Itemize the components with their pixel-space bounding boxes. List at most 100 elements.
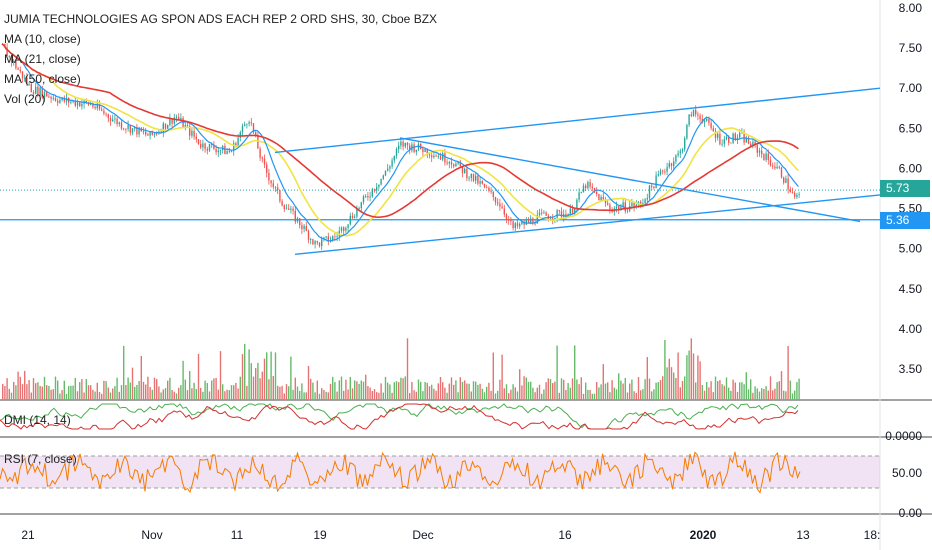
volume-bar — [360, 380, 362, 400]
volume-bar — [765, 386, 767, 400]
candle-body — [461, 166, 464, 174]
volume-bar — [109, 392, 112, 400]
volume-bar — [39, 385, 41, 400]
volume-bar — [378, 392, 380, 400]
volume-bar — [670, 367, 673, 400]
volume-bar — [530, 381, 532, 400]
volume-bar — [769, 376, 772, 400]
candle-body — [94, 106, 96, 109]
candle-body — [543, 212, 545, 214]
candle-body — [37, 86, 39, 96]
volume-bar — [712, 392, 714, 400]
candle-body — [79, 102, 81, 107]
volume-bar — [798, 378, 800, 400]
level-price-tag: 5.36 — [880, 212, 930, 229]
candle-body — [241, 125, 244, 133]
volume-bar — [79, 382, 81, 400]
volume-bar — [497, 390, 499, 400]
volume-bar — [631, 379, 633, 400]
volume-bar — [98, 392, 101, 400]
volume-bar — [470, 391, 472, 400]
volume-bar — [290, 356, 292, 400]
candle-body — [655, 175, 657, 188]
volume-bar — [422, 391, 424, 400]
y-tick-label: 5.00 — [899, 242, 923, 256]
volume-bar — [15, 385, 17, 400]
rsi-line — [0, 451, 801, 494]
candle-body — [57, 100, 59, 103]
volume-bar — [596, 381, 598, 400]
candle-body — [442, 153, 444, 160]
chart-title: JUMIA TECHNOLOGIES AG SPON ADS EACH REP … — [4, 12, 438, 26]
candle-body — [571, 208, 574, 214]
volume-bar — [28, 380, 30, 400]
volume-bar — [789, 380, 791, 400]
candle-body — [303, 225, 305, 230]
volume-bar — [57, 380, 59, 400]
legend-dmi[interactable]: DMI (14, 14) — [4, 413, 71, 427]
legend-ma10[interactable]: MA (10, close) — [4, 32, 81, 46]
volume-bar — [545, 382, 547, 400]
candle-body — [189, 125, 191, 136]
candle-body — [464, 168, 466, 174]
candle-body — [90, 104, 92, 105]
volume-bar — [279, 386, 281, 400]
candle-body — [519, 223, 521, 227]
x-tick-label: Dec — [412, 528, 433, 542]
candle-body — [483, 183, 486, 188]
rsi-band — [0, 456, 880, 488]
volume-bar — [567, 383, 569, 400]
volume-bar — [785, 391, 787, 400]
candle-body — [138, 127, 140, 135]
legend-rsi[interactable]: RSI (7, close) — [4, 452, 77, 466]
volume-bar — [164, 388, 167, 400]
legend-ma21[interactable]: MA (21, close) — [4, 52, 81, 66]
candle-body — [739, 132, 741, 138]
volume-bar — [547, 378, 549, 400]
candle-body — [310, 239, 312, 240]
volume-bar — [142, 381, 145, 400]
volume-bar — [26, 384, 28, 400]
candle-body — [692, 109, 695, 116]
candle-body — [756, 145, 758, 153]
candle-body — [659, 170, 662, 175]
volume-bar — [468, 383, 470, 400]
volume-bar — [296, 386, 299, 400]
volume-bar — [725, 377, 728, 400]
candle-body — [72, 100, 74, 102]
volume-bar — [356, 381, 358, 400]
volume-bar — [263, 358, 266, 400]
legend-vol[interactable]: Vol (20) — [4, 92, 46, 106]
volume-bar — [369, 387, 371, 400]
y-tick-label: 6.50 — [899, 121, 923, 135]
candle-body — [459, 161, 461, 167]
candle-body — [263, 158, 266, 165]
volume-bar — [149, 386, 151, 400]
candle-body — [508, 219, 510, 221]
candle-body — [734, 133, 736, 140]
candle-body — [32, 92, 35, 94]
volume-bar — [120, 385, 123, 400]
volume-bar — [717, 381, 719, 400]
candle-body — [17, 68, 19, 70]
volume-bar — [747, 389, 750, 400]
candle-body — [74, 100, 76, 106]
candle-body — [208, 144, 211, 151]
candle-body — [173, 117, 175, 124]
trendline-descending-line — [399, 137, 861, 223]
candle-body — [301, 225, 303, 230]
candle-body — [404, 142, 406, 147]
legend-ma50[interactable]: MA (50, close) — [4, 72, 81, 86]
candle-body — [10, 55, 13, 63]
volume-bar — [123, 345, 125, 400]
volume-bar — [549, 379, 552, 400]
volume-bar — [514, 387, 516, 400]
volume-bar — [651, 391, 653, 400]
candle-body — [123, 128, 125, 130]
candle-body — [668, 163, 670, 168]
volume-bar — [294, 377, 296, 400]
candle-body — [538, 212, 541, 215]
volume-bar — [107, 387, 109, 400]
volume-bar — [83, 392, 85, 400]
